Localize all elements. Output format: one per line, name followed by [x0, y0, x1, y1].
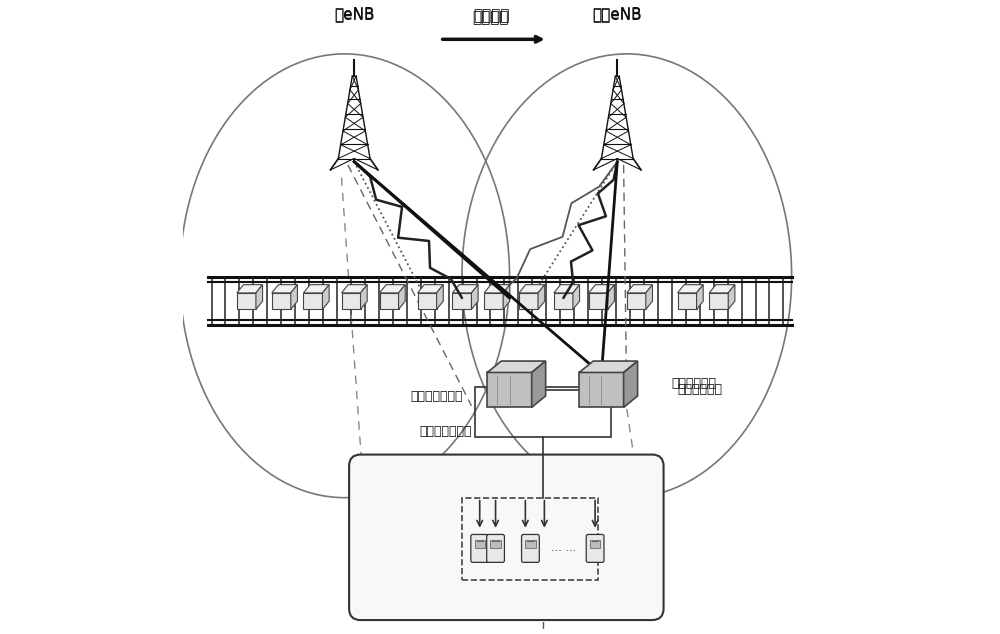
Polygon shape — [484, 285, 510, 293]
Polygon shape — [380, 285, 405, 293]
Polygon shape — [237, 285, 263, 293]
FancyBboxPatch shape — [627, 293, 646, 309]
FancyBboxPatch shape — [678, 293, 697, 309]
FancyBboxPatch shape — [590, 540, 600, 548]
FancyBboxPatch shape — [452, 293, 471, 309]
Polygon shape — [437, 285, 443, 309]
Text: 主车载中继器: 主车载中继器 — [678, 384, 723, 396]
Text: 主车载中继器: 主车载中继器 — [671, 377, 716, 390]
FancyBboxPatch shape — [349, 455, 664, 620]
Polygon shape — [697, 285, 703, 309]
Polygon shape — [272, 285, 297, 293]
Polygon shape — [291, 285, 297, 309]
FancyBboxPatch shape — [709, 293, 728, 309]
Polygon shape — [471, 285, 478, 309]
Polygon shape — [361, 285, 367, 309]
FancyBboxPatch shape — [475, 540, 485, 548]
Polygon shape — [646, 285, 652, 309]
Polygon shape — [709, 285, 735, 293]
Polygon shape — [554, 285, 580, 293]
Polygon shape — [322, 285, 329, 309]
Text: 目标eNB: 目标eNB — [592, 7, 642, 22]
Text: 源eNB: 源eNB — [334, 7, 374, 22]
Polygon shape — [487, 361, 546, 372]
FancyBboxPatch shape — [519, 293, 538, 309]
Polygon shape — [538, 285, 545, 309]
FancyBboxPatch shape — [418, 293, 437, 309]
FancyBboxPatch shape — [579, 373, 624, 408]
Polygon shape — [418, 285, 443, 293]
Polygon shape — [256, 285, 263, 309]
Text: ... ...: ... ... — [551, 543, 576, 553]
Polygon shape — [342, 285, 367, 293]
Polygon shape — [579, 361, 638, 372]
Text: 列车方向: 列车方向 — [472, 10, 509, 25]
FancyBboxPatch shape — [487, 373, 532, 408]
Polygon shape — [573, 285, 580, 309]
Polygon shape — [532, 361, 546, 408]
FancyBboxPatch shape — [554, 293, 573, 309]
Polygon shape — [452, 285, 478, 293]
FancyBboxPatch shape — [525, 540, 536, 548]
Polygon shape — [728, 285, 735, 309]
Polygon shape — [678, 285, 703, 293]
Text: 备份车载中继器: 备份车载中继器 — [410, 390, 463, 403]
Text: 备份车载中继器: 备份车载中继器 — [420, 425, 472, 438]
Polygon shape — [519, 285, 545, 293]
FancyBboxPatch shape — [589, 293, 608, 309]
FancyBboxPatch shape — [487, 534, 504, 562]
Polygon shape — [624, 361, 638, 408]
Polygon shape — [303, 285, 329, 293]
Text: 列车方向: 列车方向 — [474, 8, 510, 23]
Polygon shape — [399, 285, 405, 309]
FancyBboxPatch shape — [237, 293, 256, 309]
Polygon shape — [608, 285, 614, 309]
Polygon shape — [503, 285, 510, 309]
Polygon shape — [627, 285, 652, 293]
FancyBboxPatch shape — [490, 540, 501, 548]
FancyBboxPatch shape — [484, 293, 503, 309]
FancyBboxPatch shape — [586, 534, 604, 562]
FancyBboxPatch shape — [272, 293, 291, 309]
FancyBboxPatch shape — [342, 293, 361, 309]
FancyBboxPatch shape — [471, 534, 489, 562]
FancyBboxPatch shape — [522, 534, 539, 562]
Polygon shape — [589, 285, 614, 293]
FancyBboxPatch shape — [303, 293, 322, 309]
Text: 目标eNB: 目标eNB — [592, 6, 642, 21]
FancyBboxPatch shape — [380, 293, 399, 309]
Text: 源eNB: 源eNB — [334, 6, 374, 21]
